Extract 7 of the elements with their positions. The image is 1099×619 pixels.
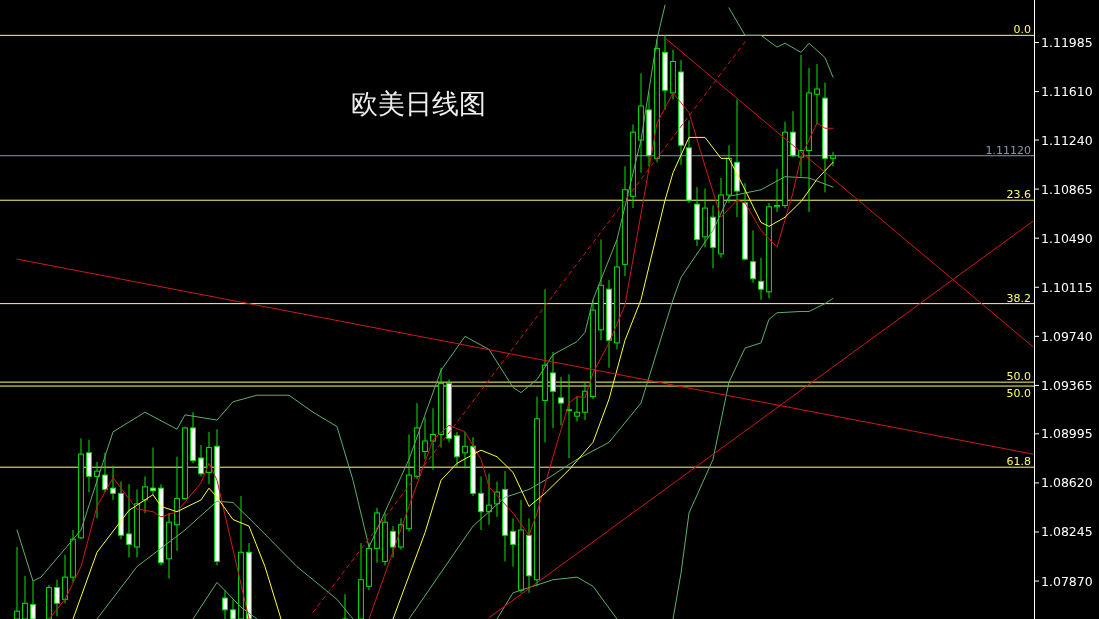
annotation: 50.0: [1006, 370, 1031, 384]
annotation: 50.0: [1006, 387, 1031, 401]
annotation: 23.6: [1006, 188, 1031, 202]
annotation: 61.8: [1006, 455, 1031, 469]
annotation: 38.2: [1006, 291, 1031, 305]
title: 欧美日线图: [351, 89, 486, 119]
annotation: 0.0: [1013, 23, 1031, 37]
